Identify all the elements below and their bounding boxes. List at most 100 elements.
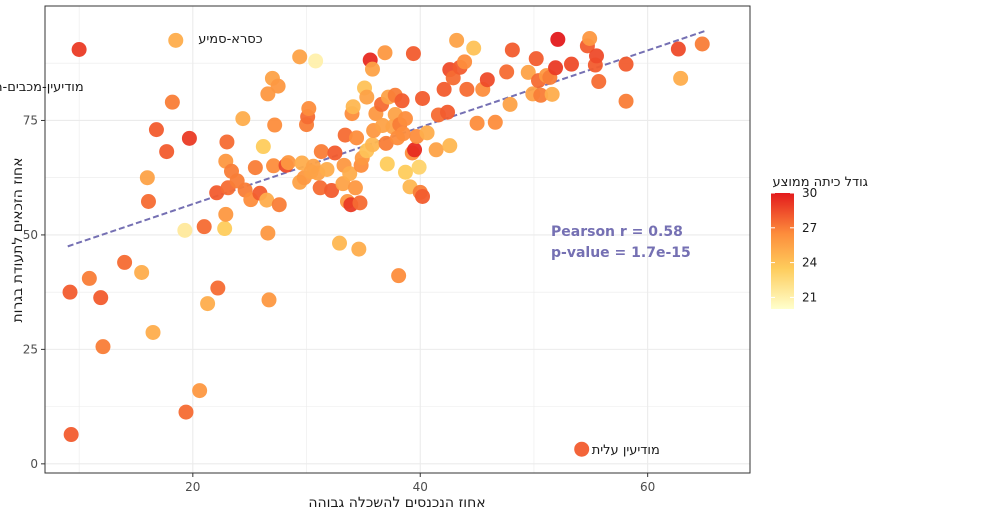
- data-point: [395, 126, 411, 142]
- data-point: [218, 206, 234, 222]
- data-point: [397, 164, 413, 180]
- data-point: [502, 96, 518, 112]
- y-axis-title: אחוז הזכאים לתעודת בגרות: [10, 157, 26, 322]
- data-point: [301, 101, 317, 117]
- data-point: [337, 127, 353, 143]
- data-point: [308, 53, 324, 69]
- axis-layer: 20 40 60 0 25 50 75: [23, 113, 656, 494]
- data-point: [181, 130, 197, 146]
- data-point: [351, 241, 367, 257]
- x-tick-label: 60: [640, 480, 655, 494]
- data-point: [209, 185, 225, 201]
- data-point: [377, 45, 393, 61]
- data-point: [145, 324, 161, 340]
- data-point: [378, 135, 394, 151]
- data-point: [533, 87, 549, 103]
- data-point: [255, 139, 271, 155]
- data-point: [440, 104, 456, 120]
- panel-border: [44, 5, 751, 474]
- data-point: [436, 81, 452, 97]
- point-annotation: מודיעין עלית: [592, 443, 660, 458]
- color-legend: גודל כיתה ממוצע 21 24 27 30: [771, 175, 868, 309]
- data-point: [466, 40, 482, 56]
- data-point: [62, 284, 78, 300]
- data-point: [117, 254, 133, 270]
- data-point: [694, 36, 710, 52]
- legend-tick-label: 24: [802, 256, 817, 270]
- data-point: [349, 130, 365, 146]
- data-point: [140, 193, 156, 209]
- data-point: [345, 99, 361, 115]
- data-point: [312, 180, 328, 196]
- data-point: [192, 383, 208, 399]
- legend-tick-label: 30: [802, 186, 817, 200]
- data-point: [292, 49, 308, 65]
- data-point: [499, 64, 515, 80]
- data-point: [313, 144, 329, 160]
- x-tick-label: 40: [413, 480, 428, 494]
- legend-title: גודל כיתה ממוצע: [772, 175, 868, 190]
- data-point: [260, 86, 276, 102]
- data-point: [81, 270, 97, 286]
- data-point: [271, 197, 287, 213]
- data-point: [442, 138, 458, 154]
- data-point: [457, 54, 473, 70]
- data-point: [352, 195, 368, 211]
- data-point: [200, 296, 216, 312]
- data-point: [379, 156, 395, 172]
- data-point: [164, 94, 180, 110]
- data-point: [359, 89, 375, 105]
- data-point: [550, 31, 566, 47]
- data-point: [415, 188, 431, 204]
- y-tick-label: 75: [23, 113, 38, 127]
- data-point: [563, 56, 579, 72]
- data-point: [364, 137, 380, 153]
- data-point: [342, 166, 358, 182]
- data-point: [588, 48, 604, 64]
- annotation-layer: כסרא-סמיע מודיעין-מכבים-רעות מודיעין עלית: [0, 32, 660, 458]
- data-point: [177, 222, 193, 238]
- data-point: [280, 155, 296, 171]
- legend-tick-label: 27: [802, 221, 817, 235]
- plot-panel: [45, 6, 750, 473]
- point-annotation: כסרא-סמיע: [198, 32, 262, 47]
- data-point: [449, 32, 465, 48]
- data-point: [364, 61, 380, 77]
- data-point: [324, 183, 340, 199]
- data-point: [95, 339, 111, 355]
- data-point: [267, 117, 283, 133]
- data-point: [397, 111, 413, 127]
- pvalue-label: p-value = 1.7e-15: [551, 245, 691, 261]
- data-point: [327, 145, 343, 161]
- data-point: [71, 41, 87, 57]
- y-tick-label: 0: [30, 457, 38, 471]
- data-point: [93, 290, 109, 306]
- data-point: [270, 78, 286, 94]
- data-point: [415, 90, 431, 106]
- data-point: [319, 161, 335, 177]
- data-point: [219, 134, 235, 150]
- legend-colorbar: [771, 193, 794, 309]
- data-point: [459, 81, 475, 97]
- data-point: [196, 219, 212, 235]
- data-point: [266, 158, 282, 174]
- pearson-label: Pearson r = 0.58: [551, 224, 683, 240]
- data-point: [168, 32, 184, 48]
- data-point: [528, 51, 544, 67]
- points-layer: [62, 31, 710, 457]
- data-point: [178, 404, 194, 420]
- data-point: [217, 221, 233, 237]
- data-point: [419, 125, 435, 141]
- data-point: [259, 192, 275, 208]
- data-point: [391, 268, 407, 284]
- data-point: [544, 86, 560, 102]
- data-point: [347, 180, 363, 196]
- data-point: [548, 60, 564, 76]
- data-point: [428, 142, 444, 158]
- data-point: [139, 170, 155, 186]
- data-point: [670, 41, 686, 57]
- data-point: [407, 142, 423, 158]
- data-point: [479, 72, 495, 88]
- data-point: [332, 235, 348, 251]
